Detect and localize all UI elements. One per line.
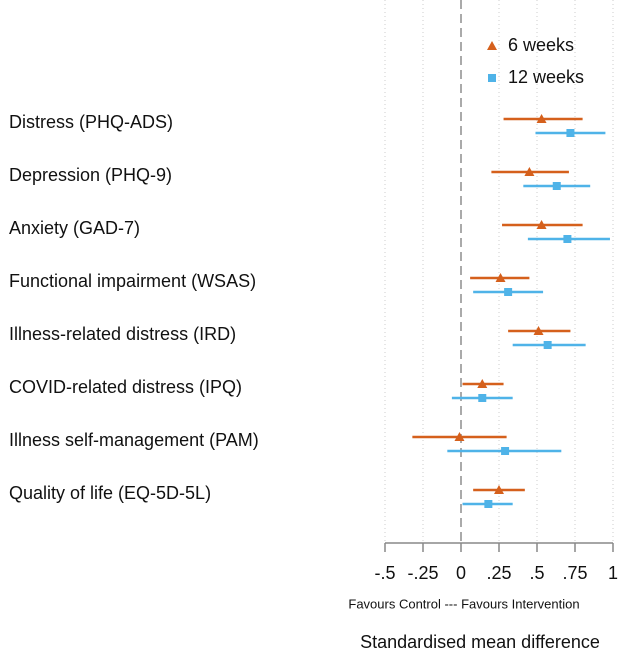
category-label: COVID-related distress (IPQ) [9,377,242,397]
direction-note: Favours Control --- Favours Intervention [348,596,579,611]
point [484,500,493,508]
point [563,235,572,243]
category-label: Quality of life (EQ-5D-5L) [9,483,211,503]
x-tick-label: -.25 [407,563,438,583]
category-label: Illness-related distress (IRD) [9,324,236,344]
point [477,379,488,388]
legend-label: 6 weeks [508,35,574,55]
point [504,288,513,296]
point [524,167,535,176]
category-label: Functional impairment (WSAS) [9,271,256,291]
point [543,341,552,349]
legend-label: 12 weeks [508,67,584,87]
point [488,74,496,82]
category-label: Illness self-management (PAM) [9,430,259,450]
category-label: Anxiety (GAD-7) [9,218,140,238]
point [478,394,487,402]
point [454,432,465,441]
point [495,273,506,282]
category-label: Depression (PHQ-9) [9,165,172,185]
point [566,129,575,137]
x-tick-label: .25 [486,563,511,583]
x-tick-label: 1 [608,563,618,583]
x-axis-title: Standardised mean difference [360,632,600,652]
point [536,220,547,229]
category-label: Distress (PHQ-ADS) [9,112,173,132]
x-tick-label: 0 [456,563,466,583]
point [552,182,561,190]
point [487,41,497,50]
point [536,114,547,123]
point [494,485,504,494]
x-tick-label: -.5 [374,563,395,583]
x-tick-label: .75 [562,563,587,583]
point [501,447,510,455]
x-tick-label: .5 [529,563,544,583]
point [533,326,544,335]
